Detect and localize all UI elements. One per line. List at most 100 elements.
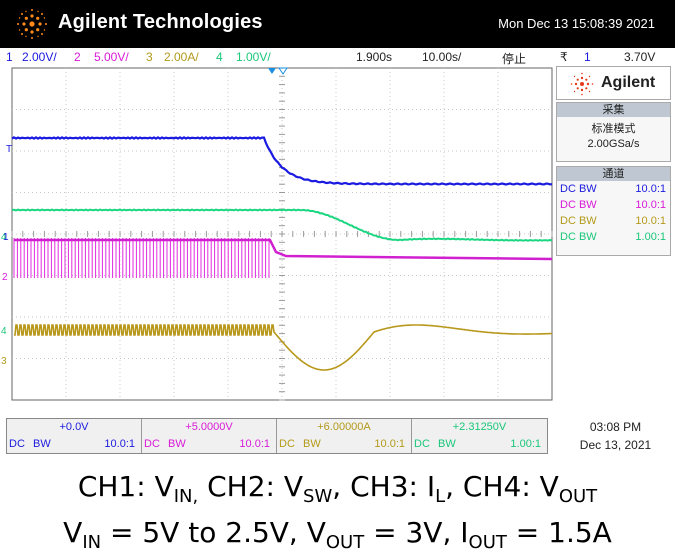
ch1-coupling: DC (560, 183, 576, 195)
ch2-coupling: DC (560, 199, 576, 211)
ch1-bw: BW (578, 183, 597, 195)
ch2-bottom-coupling: DC (144, 438, 160, 450)
bottom-channel-1[interactable]: +0.0V DC BW 10.0:1 (7, 419, 142, 453)
caption-ch4: , CH4: V (445, 470, 559, 503)
caption-vout-text: = 3V, I (364, 516, 469, 549)
caption-ch1-sub: IN, (173, 486, 199, 507)
acquisition-box[interactable]: 采集 标准模式 2.00GSa/s (556, 102, 671, 162)
ch3-ground-marker: 3 (1, 356, 7, 367)
sample-rate: 2.00GSa/s (587, 138, 640, 150)
ch1-number[interactable]: 1 (6, 50, 13, 64)
ch4-scale[interactable]: 1.00V/ (236, 50, 271, 64)
ch4-vout-waveform (11, 208, 553, 242)
ch1-bottom-coupling: DC (9, 438, 25, 450)
ch1-ground-marker: 1 (3, 232, 9, 243)
panel-brand: Agilent (601, 74, 656, 91)
ch4-coupling: DC (560, 231, 576, 243)
ch3-scale[interactable]: 2.00A/ (164, 50, 199, 64)
ch4-bw: BW (578, 231, 597, 243)
clock-time: 03:08 PM (589, 420, 642, 434)
channel-offset-bar: +0.0V DC BW 10.0:1 +5.0000V DC BW 10.0:1… (6, 418, 548, 454)
ch3-number[interactable]: 3 (146, 50, 153, 64)
bottom-channel-3[interactable]: +6.00000A DC BW 10.0:1 (277, 419, 412, 453)
ch1-vin-waveform (11, 136, 553, 186)
caption-vin-text: = 5V to 2.5V, V (101, 516, 326, 549)
caption-vout-sub: OUT (325, 532, 365, 553)
caption-vin-sub: IN (82, 532, 102, 553)
caption-ch4-sub: OUT (558, 486, 598, 507)
channel-row-1[interactable]: DC BW 10.0:1 (557, 181, 670, 197)
trigger-level[interactable]: 3.70V (624, 50, 656, 64)
caption-line-2: VIN = 5V to 2.5V, VOUT = 3V, IOUT = 1.5A (0, 516, 675, 553)
trigger-icon: ₹ (560, 50, 568, 64)
ch4-ground-marker: 4 (1, 232, 7, 243)
caption-iout-sub: OUT (468, 532, 507, 553)
ch4-offset-marker: 4 (1, 326, 7, 337)
ch2-bw: BW (578, 199, 597, 211)
agilent-spark-icon (570, 72, 594, 96)
ch3-bottom-probe: 10.0:1 (374, 438, 405, 450)
ch1-offset: +0.0V (59, 421, 89, 433)
caption-ch3-sub: L (435, 486, 446, 507)
ch4-offset: +2.31250V (452, 421, 507, 433)
ch3-offset: +6.00000A (317, 421, 371, 433)
channel-row-3[interactable]: DC BW 10.0:1 (557, 213, 670, 229)
caption-ch3: , CH3: I (332, 470, 436, 503)
scope-screen[interactable]: T 4 1 2 4 3 (0, 66, 556, 402)
clock-date: Dec 13, 2021 (579, 438, 652, 452)
caption-ch2-sub: SW (303, 486, 333, 507)
caption-line-1: CH1: VIN, CH2: VSW, CH3: IL, CH4: VOUT (0, 470, 675, 507)
ch1-scale[interactable]: 2.00V/ (22, 50, 57, 64)
ch2-number[interactable]: 2 (74, 50, 81, 64)
agilent-spark-logo (17, 9, 47, 39)
caption-ch2: CH2: V (198, 470, 304, 503)
ch2-scale[interactable]: 5.00V/ (94, 50, 129, 64)
trigger-delay-marker (278, 67, 288, 75)
trigger-channel[interactable]: 1 (584, 50, 591, 64)
channels-box[interactable]: 通道 DC BW 10.0:1 DC BW 10.0:1 DC BW 10.0:… (556, 166, 671, 256)
bottom-channel-4[interactable]: +2.31250V DC BW 1.00:1 (412, 419, 547, 453)
ch4-number[interactable]: 4 (216, 50, 223, 64)
ch3-coupling: DC (560, 215, 576, 227)
ch2-bottom-probe: 10.0:1 (239, 438, 270, 450)
ch4-probe: 1.00:1 (635, 231, 666, 243)
caption-ch1: CH1: V (77, 470, 174, 503)
run-state[interactable]: 停止 (502, 52, 527, 66)
bottom-channel-2[interactable]: +5.0000V DC BW 10.0:1 (142, 419, 277, 453)
channel-row-4[interactable]: DC BW 1.00:1 (557, 229, 670, 245)
right-info-panel: Agilent 采集 标准模式 2.00GSa/s 通道 DC BW 10.0:… (556, 66, 671, 256)
ch3-bottom-coupling: DC (279, 438, 295, 450)
ch4-bottom-bw: BW (438, 438, 456, 450)
system-clock: 03:08 PM Dec 13, 2021 (568, 418, 663, 454)
ch1-bottom-probe: 10.0:1 (104, 438, 135, 450)
ch2-vsw-waveform (13, 238, 270, 278)
ch2-ground-marker: 2 (2, 272, 8, 283)
ch2-bottom-bw: BW (168, 438, 186, 450)
graticule (11, 67, 553, 401)
status-bar: 1 2.00V/ 2 5.00V/ 3 2.00A/ 4 1.00V/ 1.90… (0, 48, 675, 66)
caption-iout-text: = 1.5A (506, 516, 612, 549)
ch3-bw: BW (578, 215, 597, 227)
ch2-offset: +5.0000V (185, 421, 233, 433)
caption-vin: V (63, 516, 83, 549)
acquisition-header: 采集 (557, 103, 670, 117)
ch3-bottom-bw: BW (303, 438, 321, 450)
datetime: Mon Dec 13 15:08:39 2021 (498, 16, 655, 31)
ch2-vsw-baseline (14, 238, 553, 261)
time-position[interactable]: 1.900s (356, 50, 393, 64)
panel-logo: Agilent (556, 66, 671, 100)
ch3-probe: 10.0:1 (635, 215, 666, 227)
acquisition-mode: 标准模式 (591, 123, 636, 135)
ch2-probe: 10.0:1 (635, 199, 666, 211)
time-scale[interactable]: 10.00s/ (422, 50, 462, 64)
channels-header: 通道 (557, 167, 670, 181)
ch4-bottom-probe: 1.00:1 (510, 438, 541, 450)
ch3-il-waveform (14, 324, 553, 371)
waveform-display[interactable]: T 4 1 2 4 3 (0, 66, 556, 402)
ch1-bottom-bw: BW (33, 438, 51, 450)
ch1-probe: 10.0:1 (635, 183, 666, 195)
channel-row-2[interactable]: DC BW 10.0:1 (557, 197, 670, 213)
brand-title: Agilent Technologies (58, 11, 263, 33)
title-bar: Agilent Technologies Mon Dec 13 15:08:39… (0, 0, 675, 48)
trigger-position-marker (268, 68, 276, 74)
